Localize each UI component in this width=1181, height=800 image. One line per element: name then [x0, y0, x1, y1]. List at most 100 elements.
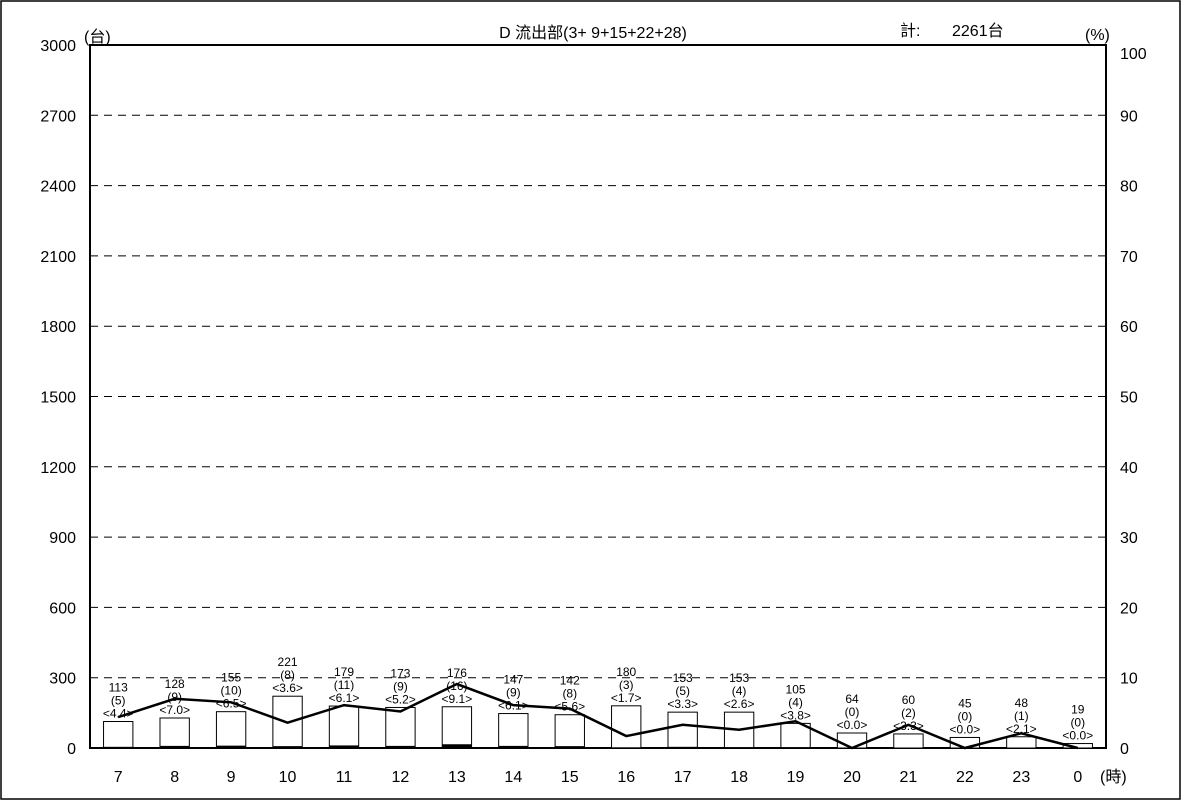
x-tick-label: 11	[336, 769, 353, 786]
x-tick-label: 15	[561, 769, 579, 786]
bar-heavy	[272, 746, 303, 748]
x-axis-ticks: 7 8 9 10 11 12 13 14 15 16 17 18 19 20 21 22 23 0	[114, 769, 1083, 786]
x-tick-label: 14	[504, 769, 522, 786]
label-total: 19	[1071, 703, 1085, 717]
label-heavy: (9)	[506, 686, 521, 700]
bar-heavy	[555, 746, 585, 748]
bar-heavy	[667, 746, 698, 748]
bar-heavy	[780, 747, 811, 748]
label-ratio: <4.4>	[103, 707, 134, 721]
total-label: 計:	[900, 22, 920, 40]
label-heavy: (1)	[1014, 709, 1029, 723]
left-tick-label: 1500	[40, 390, 76, 407]
label-heavy: (4)	[732, 684, 747, 698]
label-heavy: (2)	[901, 706, 916, 720]
bar-heavy	[216, 745, 246, 748]
bar-total	[780, 722, 811, 749]
bar-total	[328, 705, 360, 749]
x-tick-label: 12	[392, 769, 410, 786]
left-tick-label: 300	[49, 671, 76, 688]
label-total: 155	[221, 671, 241, 685]
right-tick-label: 50	[1120, 390, 1138, 407]
label-ratio: <3.3>	[667, 697, 698, 711]
x-tick-label: 23	[1012, 769, 1030, 786]
label-ratio: <6.5>	[216, 697, 247, 711]
x-tick-label: 17	[674, 769, 692, 786]
label-total: 105	[786, 682, 806, 696]
label-heavy: (9)	[167, 690, 182, 704]
bar-total	[554, 714, 585, 749]
x-tick-label: 20	[843, 769, 861, 786]
right-tick-label: 80	[1120, 179, 1138, 196]
label-total: 142	[560, 674, 580, 688]
bar-total	[893, 733, 924, 749]
bar-total	[215, 711, 247, 749]
label-heavy: (0)	[845, 705, 860, 719]
label-total: 179	[334, 665, 354, 679]
bar-total	[498, 713, 529, 749]
label-heavy: (4)	[788, 695, 803, 709]
right-tick-label: 20	[1120, 600, 1138, 617]
x-tick-label: 22	[956, 769, 974, 786]
right-tick-label: 30	[1120, 530, 1138, 547]
bar-total	[667, 711, 698, 749]
label-total: 48	[1015, 696, 1029, 710]
x-tick-label: 8	[170, 769, 179, 786]
bar-heavy	[611, 747, 641, 748]
label-ratio: <3.8>	[780, 708, 811, 722]
label-ratio: <5.6>	[554, 700, 585, 714]
label-total: 113	[109, 681, 128, 695]
label-total: 60	[902, 693, 916, 707]
label-total: 153	[673, 671, 693, 685]
x-tick-label: 18	[730, 769, 748, 786]
left-tick-label: 600	[49, 600, 76, 617]
x-tick-label: 21	[900, 769, 918, 786]
left-tick-label: 2400	[40, 179, 76, 196]
label-total: 176	[447, 666, 467, 680]
bar-total	[159, 717, 190, 749]
x-tick-label: 9	[227, 769, 236, 786]
label-ratio: <5.2>	[385, 692, 416, 706]
x-tick-label: 13	[448, 769, 466, 786]
label-heavy: (11)	[334, 678, 354, 692]
right-tick-label: 60	[1120, 319, 1138, 336]
right-tick-label: 70	[1120, 249, 1138, 266]
label-total: 221	[278, 655, 298, 669]
label-ratio: <2.1>	[1006, 722, 1037, 736]
ratio-line	[117, 682, 1079, 750]
left-tick-label: 1800	[40, 319, 76, 336]
left-tick-label: 2700	[40, 108, 76, 125]
bar-total	[441, 706, 473, 749]
label-heavy: (0)	[1070, 716, 1085, 730]
label-heavy: (3)	[619, 678, 634, 692]
x-tick-label: 16	[617, 769, 635, 786]
bar-total	[836, 732, 868, 749]
label-heavy: (5)	[111, 694, 126, 708]
ratio-line-series	[117, 682, 1079, 750]
label-ratio: <6.1>	[329, 691, 360, 705]
left-tick-label: 900	[49, 530, 76, 547]
label-total: 153	[729, 671, 749, 685]
label-total: 64	[845, 692, 859, 706]
bar-heavy	[329, 745, 359, 748]
data-labels: 113(5)<4.4>128(9)<7.0>155(10)<6.5>221(8)…	[103, 655, 1093, 742]
chart-title: D 流出部(3+ 9+15+22+28)	[499, 24, 687, 42]
label-ratio: <0.0>	[837, 718, 868, 732]
right-tick-label: 0	[1120, 741, 1129, 758]
bar-total	[1006, 736, 1037, 749]
bar-heavy	[724, 747, 754, 748]
bar-heavy	[498, 745, 529, 748]
label-heavy: (9)	[393, 679, 408, 693]
label-ratio: <0.0>	[1062, 729, 1093, 743]
bar-heavy	[103, 746, 133, 748]
right-tick-label: 40	[1120, 460, 1138, 477]
x-tick-label: 0	[1073, 769, 1082, 786]
label-total: 173	[390, 666, 410, 680]
x-axis-unit: (時)	[1100, 768, 1127, 786]
left-axis-unit: (台)	[84, 28, 111, 46]
label-total: 128	[165, 677, 185, 691]
label-ratio: <0.0>	[950, 722, 981, 736]
label-total: 45	[958, 696, 972, 710]
